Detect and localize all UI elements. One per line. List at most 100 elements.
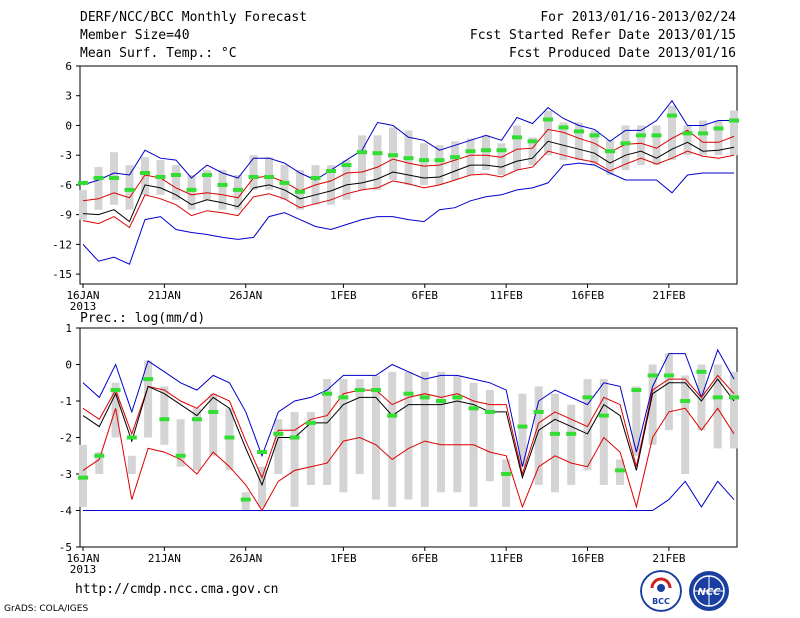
spread-box: [339, 379, 348, 493]
y-tick-label: 3: [65, 90, 72, 103]
observed-marker: [680, 399, 691, 403]
spread-box: [420, 143, 428, 185]
spread-box: [192, 408, 201, 471]
spread-box: [420, 371, 429, 507]
observed-marker: [517, 424, 528, 429]
observed-marker: [403, 156, 414, 161]
y-tick-label: -3: [59, 468, 72, 481]
spread-box: [485, 390, 494, 482]
fcst-start-date: Fcst Started Refer Date 2013/01/15: [469, 28, 736, 43]
ncc-logo-text: NCC: [697, 587, 721, 598]
observed-marker: [452, 395, 463, 400]
max-line: [82, 99, 734, 186]
y-tick-label: 1: [65, 322, 72, 335]
spread-box: [583, 379, 592, 471]
spread-box: [79, 189, 87, 220]
spread-box: [290, 411, 299, 507]
observed-marker: [159, 417, 170, 422]
observed-marker: [468, 406, 479, 411]
spread-box: [534, 386, 543, 485]
observed-marker: [78, 475, 88, 480]
observed-marker: [574, 129, 584, 134]
spread-box: [550, 393, 559, 493]
x-tick-label: 1FEB: [330, 552, 357, 565]
x-tick-label: 26JAN: [229, 552, 262, 565]
observed-marker: [501, 472, 512, 476]
observed-marker: [481, 148, 491, 153]
spread-box: [502, 459, 511, 507]
ncc-logo-icon: NCC: [689, 571, 729, 611]
spread-box: [94, 167, 103, 210]
x-tick-label: 11FEB: [490, 289, 523, 302]
observed-marker: [109, 175, 119, 180]
spread-box: [567, 404, 576, 485]
y-tick-label: 0: [65, 359, 72, 372]
spread-box: [160, 386, 169, 445]
spread-box: [187, 175, 196, 210]
spread-box: [327, 165, 335, 205]
spread-box: [497, 143, 506, 175]
observed-marker: [357, 150, 367, 155]
x-tick-label: 21JAN: [148, 552, 181, 565]
observed-marker: [191, 417, 202, 422]
observed-marker: [279, 180, 290, 185]
spread-box: [559, 122, 568, 161]
spread-box: [234, 175, 242, 210]
observed-marker: [295, 189, 305, 194]
spread-box: [664, 353, 673, 431]
spread-box: [590, 130, 599, 166]
spread-box: [730, 110, 738, 156]
observed-marker: [484, 409, 495, 414]
x-tick-label: 1FEB: [330, 289, 357, 302]
observed-marker: [620, 141, 631, 146]
spread-box: [209, 393, 218, 456]
x-tick-label: 16JAN: [66, 289, 99, 302]
spread-box: [714, 120, 723, 156]
spread-box: [265, 157, 273, 190]
spread-box: [730, 371, 738, 449]
spread-box: [437, 371, 446, 493]
observed-marker: [667, 113, 677, 118]
spread-box: [125, 165, 134, 210]
spread-box: [249, 155, 258, 190]
observed-marker: [289, 435, 300, 440]
spread-box: [528, 137, 537, 166]
x-year-label: 2013: [70, 300, 97, 313]
source-url[interactable]: http://cmdp.ncc.cma.gov.cn: [75, 582, 279, 597]
mean-line: [82, 378, 735, 487]
bcc-logo-icon: BCC: [640, 570, 682, 612]
observed-marker: [403, 391, 414, 396]
y-tick-label: -12: [52, 238, 72, 251]
observed-marker: [257, 450, 268, 455]
spread-box: [453, 375, 462, 493]
mean-line: [82, 140, 735, 223]
observed-marker: [589, 133, 600, 138]
observed-marker: [273, 431, 284, 436]
observed-marker: [310, 175, 321, 180]
observed-marker: [558, 125, 569, 130]
bcc-logo-text: BCC: [652, 597, 670, 606]
spread-box: [342, 160, 351, 200]
spread-box: [172, 165, 180, 200]
spread-box: [388, 371, 397, 507]
member-size: Member Size=40: [80, 28, 190, 43]
observed-marker: [696, 369, 707, 374]
grads-credit: GrADS: COLA/IGES: [4, 604, 89, 614]
observed-marker: [171, 173, 181, 177]
spread-box: [274, 419, 283, 474]
observed-marker: [224, 435, 235, 440]
observed-marker: [533, 409, 544, 414]
x-tick-label: 16JAN: [66, 552, 99, 565]
observed-marker: [354, 388, 365, 393]
x-tick-label: 21FEB: [652, 552, 685, 565]
y-tick-label: -5: [59, 541, 72, 554]
max-line: [82, 348, 735, 467]
observed-marker: [512, 135, 522, 140]
observed-marker: [527, 139, 538, 144]
observed-marker: [388, 153, 398, 158]
y-tick-label: 6: [65, 60, 72, 73]
observed-marker: [647, 373, 658, 378]
observed-marker: [543, 117, 553, 122]
observed-marker: [124, 187, 135, 192]
